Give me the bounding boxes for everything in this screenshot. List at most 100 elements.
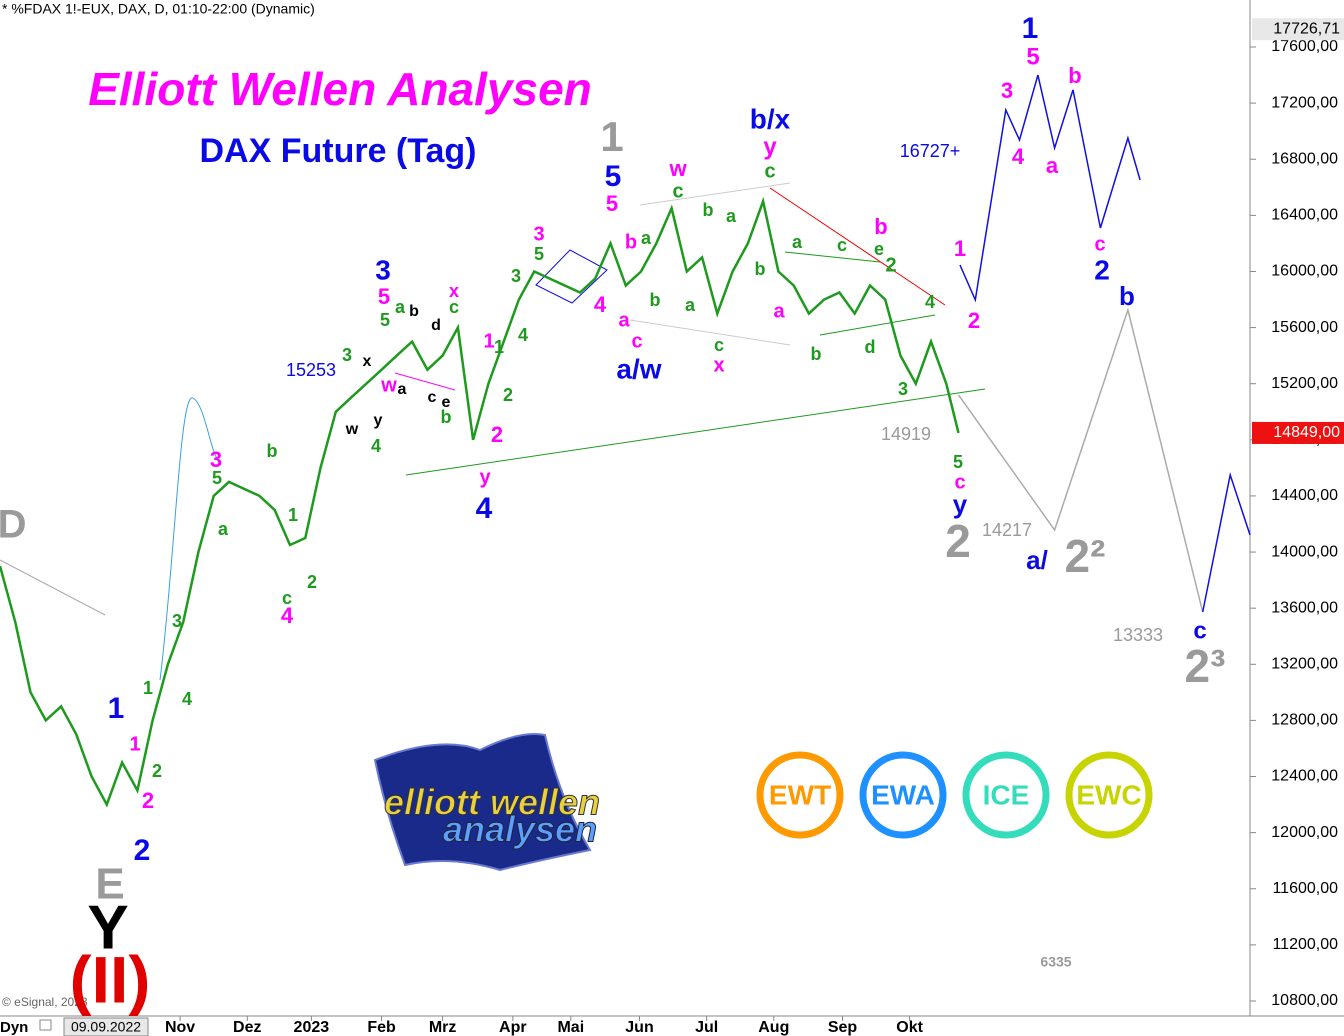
wave-label: c xyxy=(714,335,724,355)
badge-label: EWT xyxy=(769,779,831,810)
x-tick-label: Mrz xyxy=(429,1019,457,1036)
wave-label: w xyxy=(668,156,687,181)
wave-label: 1 xyxy=(600,113,623,160)
wave-label: 1 xyxy=(143,678,153,698)
wave-label: c xyxy=(764,160,775,182)
y-tick-label: 11200,00 xyxy=(1272,936,1338,953)
wave-label: c xyxy=(631,330,642,352)
y-tick-label: 17200,00 xyxy=(1271,94,1338,111)
wave-label: b xyxy=(441,407,452,427)
wave-label: c xyxy=(449,297,459,317)
wave-label: 4 xyxy=(281,603,294,628)
wave-label: Y xyxy=(87,893,128,962)
price-marker xyxy=(1252,18,1344,41)
wave-label: a/ xyxy=(1026,545,1048,575)
wave-label: a xyxy=(218,519,229,539)
wave-label: 3 xyxy=(172,611,182,631)
logo: elliott wellen analysen xyxy=(373,733,601,872)
wave-label: 5 xyxy=(380,310,390,330)
wave-label: b xyxy=(267,441,278,461)
y-axis-panel xyxy=(1250,0,1344,1016)
wave-label: 3 xyxy=(375,254,391,285)
wave-label: 1 xyxy=(288,505,298,525)
wave-label: x xyxy=(363,353,372,370)
logo-text: elliott wellen xyxy=(384,782,600,823)
wave-label: w xyxy=(345,421,359,438)
wave-label: 1 xyxy=(129,733,140,755)
y-tick-label: 14000,00 xyxy=(1271,543,1338,560)
wave-label: a/w xyxy=(616,353,661,384)
wave-label: 4 xyxy=(1012,144,1025,169)
wave-label: e xyxy=(442,394,451,411)
wave-label: 3 xyxy=(511,266,521,286)
wave-label: 5 xyxy=(1026,43,1039,70)
logo-flag xyxy=(373,733,592,872)
badge xyxy=(859,751,947,839)
wave-label: a xyxy=(398,381,407,398)
badge-label: ICE xyxy=(983,779,1030,810)
wave-label: D xyxy=(0,503,26,547)
wave-label: y xyxy=(374,412,383,429)
wave-label: b xyxy=(625,231,637,253)
trend-line xyxy=(784,251,881,263)
support-line xyxy=(405,388,986,476)
trend-line xyxy=(394,372,456,391)
wave-label: 2 xyxy=(968,308,980,333)
logo-text: analysen xyxy=(443,809,597,850)
wave-label: b xyxy=(650,290,661,310)
wave-label: 1 xyxy=(954,236,966,261)
y-tick-label: 17600,00 xyxy=(1271,38,1338,55)
badge xyxy=(1065,751,1153,839)
chart-title: Elliott Wellen Analysen xyxy=(88,63,592,115)
wave-label: a xyxy=(792,232,803,252)
header: * %FDAX 1!-EUX, DAX, D, 01:10-22:00 (Dyn… xyxy=(2,1,315,17)
wave-label: 13333 xyxy=(1113,625,1163,645)
cursor-date: 09.09.2022 xyxy=(71,1019,141,1035)
wave-label: c xyxy=(837,235,847,255)
wave-label: 2 xyxy=(945,515,971,567)
wave-label: 5 xyxy=(534,244,544,264)
wave-label: 3 xyxy=(1001,78,1013,103)
y-tick-label: 16400,00 xyxy=(1271,207,1338,224)
x-tick-label: Nov xyxy=(165,1019,195,1036)
wave-label: b xyxy=(703,200,714,220)
x-tick-label: Okt xyxy=(896,1019,923,1036)
y-tick-label: 12000,00 xyxy=(1271,824,1338,841)
x-tick-label: Mai xyxy=(557,1019,584,1036)
wave-label: b xyxy=(1119,281,1135,311)
wave-label: a xyxy=(1046,153,1059,178)
wave-label: b xyxy=(755,259,766,279)
wave-label: b xyxy=(409,303,419,320)
y-tick-label: 16800,00 xyxy=(1271,150,1338,167)
wave-label: (II) xyxy=(70,942,151,1016)
x-tick-label: Feb xyxy=(367,1019,396,1036)
trend-line xyxy=(0,559,106,616)
x-tick-label: Jul xyxy=(695,1019,718,1036)
copyright: © eSignal, 2023 xyxy=(2,995,88,1009)
trend-line xyxy=(769,187,946,306)
trend-line xyxy=(639,182,791,206)
badge-label: EWA xyxy=(871,779,935,810)
wave-label: 4 xyxy=(594,292,607,317)
wave-label: a xyxy=(395,297,406,317)
wave-label: 15253 xyxy=(286,360,336,380)
wave-label: 14217 xyxy=(982,520,1032,540)
trend-line xyxy=(819,314,936,336)
wave-label: y xyxy=(479,466,491,488)
wave-label: 1 xyxy=(108,692,125,725)
price-marker-label: 14849,00 xyxy=(1273,424,1340,441)
wave-label: 16727+ xyxy=(900,141,961,161)
wave-label: x xyxy=(713,354,724,376)
price-line xyxy=(959,74,1141,303)
y-tick-label: 10800,00 xyxy=(1271,992,1338,1009)
wave-label: 4 xyxy=(182,689,192,709)
wave-label: 2 xyxy=(142,788,154,813)
y-tick-label: 15200,00 xyxy=(1271,375,1338,392)
y-tick-label: 13200,00 xyxy=(1271,656,1338,673)
wave-label: 2 xyxy=(885,254,896,276)
indicator-line xyxy=(159,397,219,681)
wave-label: 2 xyxy=(491,422,503,447)
x-tick-label: Jun xyxy=(625,1019,653,1036)
